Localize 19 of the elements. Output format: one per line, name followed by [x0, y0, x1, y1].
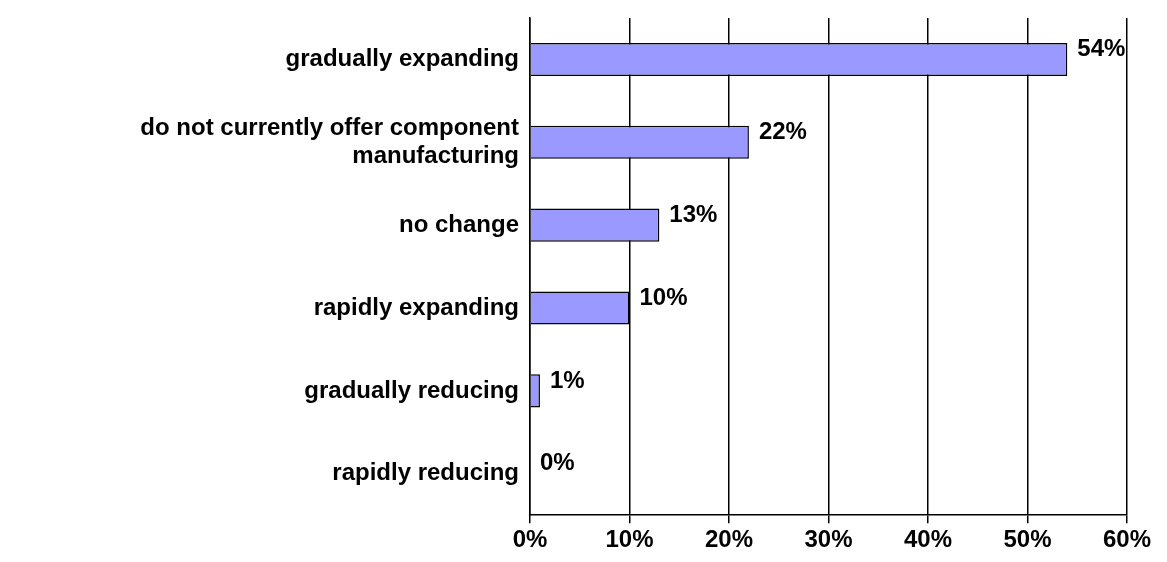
x-tick-label: 10%	[605, 525, 654, 553]
x-tick-label: 50%	[1003, 525, 1052, 553]
x-tick-label: 40%	[903, 525, 953, 553]
y-tick-label: gradually reducing	[304, 375, 519, 403]
data-label: 22%	[758, 116, 807, 144]
y-tick-label: rapidly reducing	[332, 458, 519, 486]
x-tick-label: 0%	[512, 525, 548, 553]
y-tick-label: gradually expanding	[285, 44, 519, 72]
data-label: 10%	[639, 282, 688, 310]
data-label: 0%	[540, 448, 575, 476]
data-label: 13%	[669, 199, 718, 227]
x-tick-label: 60%	[1102, 525, 1152, 553]
y-tick-label: no change	[398, 209, 519, 237]
x-tick-label: 30%	[804, 525, 853, 553]
y-tick-label: do not currently offer component manufacturing	[140, 112, 519, 169]
data-label: 1%	[549, 365, 585, 393]
x-tick-label: 20%	[704, 525, 754, 553]
data-label: 54%	[1077, 34, 1126, 62]
y-tick-label: rapidly expanding	[313, 292, 519, 320]
